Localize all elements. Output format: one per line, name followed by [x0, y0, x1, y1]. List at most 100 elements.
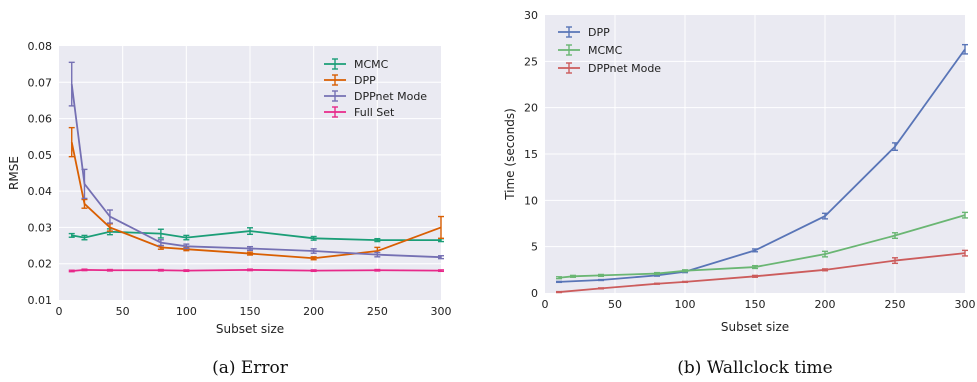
error-bar-dpp: [962, 43, 968, 55]
error-bar-full-set: [247, 268, 253, 272]
legend-wallclock: DPP MCMC DPPnet Mode: [558, 26, 661, 75]
error-bar-mcmc: [598, 273, 604, 278]
legend-error: MCMC DPP DPPnet Mode Full Set: [324, 58, 427, 119]
series-line-dppnet-mode: [558, 252, 966, 293]
legend-item-mcmc: MCMC: [558, 44, 623, 57]
error-bar-dppnet-mode: [183, 243, 190, 250]
y-tick-label: 15: [524, 148, 538, 161]
y-tick-label: 25: [524, 55, 538, 68]
legend-item-dpp: DPP: [324, 74, 376, 87]
legend-item-dppnet-mode: DPPnet Mode: [324, 90, 427, 103]
y-tick-label: 30: [524, 9, 538, 22]
series-error: [68, 61, 444, 273]
y-tick-label: 0.03: [28, 221, 53, 234]
error-bar-dppnet-mode: [654, 282, 660, 285]
y-axis-label-wallclock: Time (seconds): [503, 108, 517, 201]
error-bar-dppnet-mode: [374, 251, 381, 258]
error-bar-dppnet-mode: [106, 209, 113, 224]
legend-label: Full Set: [354, 106, 395, 119]
error-bar-mcmc: [183, 234, 190, 241]
grid-error: [59, 46, 441, 300]
error-bar-mcmc: [654, 271, 660, 276]
x-tick-label: 0: [542, 298, 549, 311]
series-line-dpp: [558, 48, 966, 283]
y-tick-label: 5: [531, 241, 538, 254]
y-ticks-error: 0.01 0.02 0.03 0.04 0.05 0.06 0.07 0.08: [28, 40, 53, 307]
error-bar-full-set: [310, 269, 317, 273]
legend-label: DPPnet Mode: [588, 62, 661, 75]
x-tick-label: 50: [608, 298, 622, 311]
error-bar-dppnet-mode: [962, 249, 968, 257]
error-bar-mcmc: [962, 211, 968, 219]
error-bar-mcmc: [247, 227, 253, 236]
legend-item-mcmc: MCMC: [324, 58, 389, 71]
x-tick-label: 250: [885, 298, 906, 311]
y-tick-label: 0.04: [28, 185, 53, 198]
legend-label: MCMC: [354, 58, 389, 71]
y-tick-label: 0.06: [28, 113, 53, 126]
chart-wallclock: 0 50 100 150 200 250 300 0 5 10 15 20 25 30 Subset s…: [503, 9, 976, 378]
caption-wallclock: (b) Wallclock time: [677, 358, 832, 378]
error-bar-dpp: [247, 251, 253, 256]
error-bar-dpp: [556, 280, 562, 284]
y-ticks-wallclock: 0 5 10 15 20 25 30: [524, 9, 538, 300]
x-tick-label: 200: [815, 298, 836, 311]
legend-item-full-set: Full Set: [324, 106, 395, 119]
error-bar-mcmc: [310, 235, 317, 241]
error-bar-mcmc: [570, 274, 576, 278]
error-bar-dpp: [752, 248, 758, 253]
error-bar-dppnet-mode: [247, 245, 253, 251]
error-bar-dppnet-mode: [752, 274, 758, 278]
x-tick-label: 150: [240, 305, 261, 318]
y-tick-label: 0.07: [28, 76, 53, 89]
x-tick-label: 300: [955, 298, 976, 311]
error-bar-dpp: [438, 215, 444, 240]
error-bar-mcmc: [556, 276, 562, 280]
y-tick-label: 20: [524, 102, 538, 115]
error-bar-dppnet-mode: [822, 268, 828, 272]
error-bar-full-set: [68, 269, 75, 273]
error-bar-dppnet-mode: [556, 290, 562, 294]
error-bar-mcmc: [752, 264, 758, 270]
legend-label: DPP: [354, 74, 376, 87]
error-bar-dpp: [822, 212, 828, 220]
error-bar-dppnet-mode: [81, 168, 88, 200]
error-bar-dppnet-mode: [68, 61, 75, 107]
error-bar-dppnet-mode: [157, 239, 164, 247]
error-bar-mcmc: [81, 234, 88, 241]
y-tick-label: 0.01: [28, 294, 53, 307]
error-bar-mcmc: [157, 228, 164, 239]
x-ticks-wallclock: 0 50 100 150 200 250 300: [542, 298, 976, 311]
error-bar-mcmc: [374, 237, 381, 243]
y-axis-label-error: RMSE: [7, 156, 21, 190]
y-tick-label: 0.02: [28, 258, 53, 271]
error-bar-dpp: [68, 126, 75, 158]
error-bar-full-set: [374, 268, 381, 272]
error-bar-full-set: [81, 268, 88, 272]
error-bar-full-set: [183, 269, 190, 273]
legend-label: MCMC: [588, 44, 623, 57]
error-bar-dppnet-mode: [598, 287, 604, 290]
y-tick-label: 10: [524, 194, 538, 207]
error-bar-dppnet-mode: [682, 280, 688, 284]
error-bar-mcmc: [892, 232, 898, 240]
error-bar-dpp: [310, 256, 317, 261]
error-bar-full-set: [438, 269, 444, 273]
error-bar-mcmc: [68, 232, 75, 238]
chart-error: 0 50 100 150 200 250 300 0.010.020.030.040.050…: [7, 40, 452, 378]
y-tick-label: 0: [531, 287, 538, 300]
error-bar-dpp: [892, 142, 898, 151]
legend-label: DPPnet Mode: [354, 90, 427, 103]
x-tick-label: 200: [303, 305, 324, 318]
legend-label: DPP: [588, 26, 610, 39]
x-tick-label: 100: [675, 298, 696, 311]
x-axis-label-wallclock: Subset size: [721, 320, 789, 334]
error-bar-dppnet-mode: [310, 248, 317, 254]
error-bar-mcmc: [682, 269, 688, 273]
error-bar-full-set: [106, 268, 113, 272]
legend-item-dppnet-mode: DPPnet Mode: [558, 62, 661, 75]
x-ticks-error: 0 50 100 150 200 250 300: [56, 305, 452, 318]
x-tick-label: 100: [176, 305, 197, 318]
series-line-full-set: [71, 268, 442, 272]
